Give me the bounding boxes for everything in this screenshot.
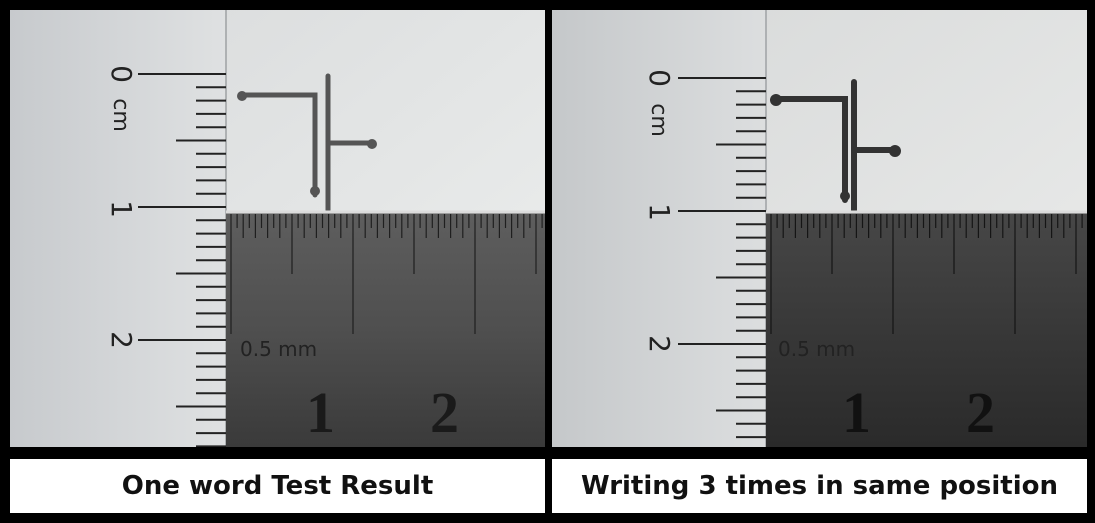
vertical-ruler	[10, 10, 226, 447]
left-photo: 0 cm 1 2 0.5 mm 1 2	[10, 10, 545, 447]
ruler-label-1: 1	[105, 200, 138, 218]
metal-ruler	[226, 212, 545, 447]
left-photo-panel: 0 cm 1 2 0.5 mm 1 2	[10, 10, 545, 447]
ruler-label-2: 2	[643, 335, 676, 353]
metal-ruler-ticks	[770, 214, 1083, 334]
metal-ruler-ticks	[230, 214, 543, 334]
ruler-unit: cm	[108, 98, 133, 132]
left-caption: One word Test Result	[10, 459, 545, 513]
ruler-label-1: 1	[643, 203, 676, 221]
vertical-ruler-ticks	[678, 77, 766, 439]
metal-ruler-label: 0.5 mm	[778, 337, 855, 361]
ruler-label-0: 0	[105, 65, 138, 83]
ruler-label-0: 0	[643, 69, 676, 87]
right-photo-panel: 0 cm 1 2 0.5 mm 1 2	[552, 10, 1087, 447]
metal-ruler-number-2: 2	[966, 380, 995, 445]
right-photo: 0 cm 1 2 0.5 mm 1 2	[552, 10, 1087, 447]
written-character	[773, 79, 898, 213]
right-caption: Writing 3 times in same position	[552, 459, 1087, 513]
metal-ruler-number-1: 1	[842, 380, 871, 445]
metal-ruler	[766, 212, 1087, 447]
written-character	[239, 73, 375, 213]
metal-ruler-number-1: 1	[306, 380, 335, 445]
ruler-unit: cm	[646, 103, 671, 137]
vertical-ruler-ticks	[138, 73, 226, 447]
metal-ruler-number-2: 2	[430, 380, 459, 445]
vertical-ruler	[552, 10, 766, 447]
metal-ruler-label: 0.5 mm	[240, 337, 317, 361]
ruler-label-2: 2	[105, 331, 138, 349]
